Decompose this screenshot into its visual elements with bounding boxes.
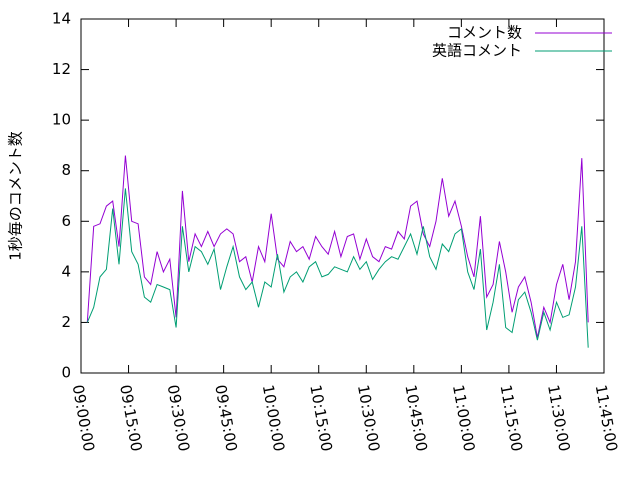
x-tick-label: 10:00:00 xyxy=(259,383,288,452)
x-tick-label: 11:45:00 xyxy=(592,383,621,452)
series-line xyxy=(86,155,589,338)
x-tick-label: 11:15:00 xyxy=(497,383,526,452)
x-tick-label: 09:15:00 xyxy=(116,383,145,452)
y-tick-label: 12 xyxy=(52,60,71,78)
plot-border xyxy=(80,18,605,374)
y-tick-label: 0 xyxy=(61,364,71,382)
x-tick-label: 11:30:00 xyxy=(544,383,573,452)
x-tick-label: 10:15:00 xyxy=(306,383,335,452)
x-tick-label: 09:30:00 xyxy=(164,383,193,452)
y-tick-label: 14 xyxy=(52,10,71,28)
y-axis-label: 1秒毎のコメント数 xyxy=(7,131,25,261)
y-tick-label: 6 xyxy=(61,212,71,230)
x-tick-label: 09:00:00 xyxy=(69,383,98,452)
x-tick-label: 11:00:00 xyxy=(449,383,478,452)
legend-label: コメント数 xyxy=(447,24,522,42)
y-tick-label: 2 xyxy=(61,313,71,331)
y-tick-label: 10 xyxy=(52,111,71,129)
y-tick-label: 8 xyxy=(61,161,71,179)
x-tick-label: 10:30:00 xyxy=(354,383,383,452)
y-tick-label: 4 xyxy=(61,262,71,280)
x-tick-label: 10:45:00 xyxy=(401,383,430,452)
series-line xyxy=(86,188,589,348)
legend-label: 英語コメント xyxy=(432,42,522,60)
x-tick-label: 09:45:00 xyxy=(211,383,240,452)
